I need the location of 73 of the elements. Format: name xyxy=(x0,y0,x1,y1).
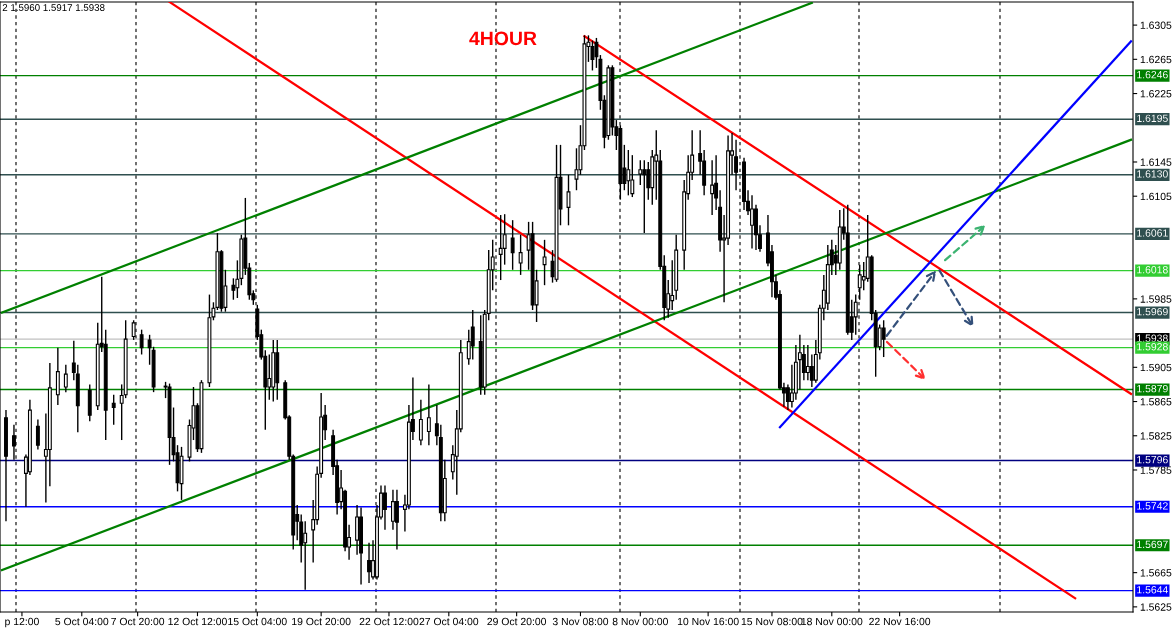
candlestick xyxy=(470,309,475,361)
candlestick xyxy=(750,194,754,250)
x-tick-label: 29 Oct 20:00 xyxy=(487,617,547,626)
candlestick xyxy=(55,346,60,406)
x-tick-label: 5 Oct 04:00 xyxy=(55,617,109,626)
candlestick xyxy=(518,234,523,276)
y-tick-label: 1.6145 xyxy=(1140,158,1172,166)
ref-line-label: 1.5742 xyxy=(1137,502,1168,510)
candlestick xyxy=(642,159,647,234)
text: 4HOUR xyxy=(469,31,537,46)
x-tick-label: 7 Oct 20:00 xyxy=(111,617,165,626)
ref-line-label: 1.5796 xyxy=(1137,455,1168,464)
candlestick xyxy=(638,159,643,186)
x-tick-label: 10 Nov 16:00 xyxy=(677,617,739,626)
candlestick xyxy=(391,488,395,531)
ref-line-label: 1.5879 xyxy=(1137,384,1168,393)
x-tick-label: 22 Nov 16:00 xyxy=(869,617,931,626)
y-tick-label: 1.5985 xyxy=(1140,295,1172,303)
candlestick xyxy=(63,364,68,393)
candlestick xyxy=(383,484,387,531)
candlestick xyxy=(590,39,595,72)
candlestick xyxy=(35,418,40,451)
candlestick xyxy=(510,219,515,271)
candlestick xyxy=(139,328,144,356)
ref-line-label: 1.6061 xyxy=(1137,229,1168,237)
candlestick xyxy=(710,159,715,216)
x-tick-label: 27 Oct 04:00 xyxy=(419,617,479,626)
candlestick xyxy=(111,393,116,426)
candlestick xyxy=(303,520,308,591)
ref-line-label: 1.6195 xyxy=(1137,114,1168,123)
ref-line-label: 1.5697 xyxy=(1137,540,1168,549)
candlestick xyxy=(367,542,371,584)
y-tick-label: 1.6105 xyxy=(1140,192,1172,201)
candlestick xyxy=(542,239,547,286)
ref-line-label: 1.6130 xyxy=(1137,170,1168,178)
x-tick-label: 12 Oct 12:00 xyxy=(168,617,227,626)
y-tick-label: 1.5625 xyxy=(1140,603,1172,611)
x-tick-label: 8 Nov 00:00 xyxy=(612,617,668,626)
candlestick xyxy=(502,213,507,266)
y-tick-label: 1.5785 xyxy=(1140,466,1172,474)
ref-line-label: 1.6018 xyxy=(1137,266,1168,274)
x-tick-label: 18 Nov 00:00 xyxy=(801,617,863,626)
candlestick xyxy=(418,399,423,446)
candlestick xyxy=(805,344,810,381)
x-tick-label: 3 Nov 08:00 xyxy=(552,617,609,626)
x-tick-label: 15 Nov 08:00 xyxy=(741,617,803,626)
candlestick xyxy=(626,149,631,197)
y-tick-label: 1.6305 xyxy=(1140,21,1172,29)
candlestick xyxy=(566,174,571,226)
ref-line-label: 1.5938 xyxy=(1137,334,1168,342)
x-tick-label: 15 Oct 04:00 xyxy=(228,617,287,626)
x-tick-label: 19 Oct 20:00 xyxy=(292,617,351,626)
candlestick xyxy=(630,154,635,198)
y-tick-label: 1.5865 xyxy=(1140,398,1172,406)
y-tick-label: 1.6225 xyxy=(1140,90,1172,98)
y-tick-label: 1.5825 xyxy=(1140,432,1172,440)
candlestick xyxy=(426,383,431,446)
x-tick-label: p 12:00 xyxy=(5,617,39,628)
candlestick xyxy=(881,319,886,358)
ref-line-label: 1.5969 xyxy=(1137,307,1168,316)
candlestick xyxy=(231,277,236,301)
ref-line-label: 1.6246 xyxy=(1137,71,1168,79)
candlestick xyxy=(394,488,399,551)
candlestick xyxy=(498,214,503,281)
y-tick-label: 1.5665 xyxy=(1140,569,1172,577)
x-tick-label: 22 Oct 12:00 xyxy=(359,617,419,626)
candlestick xyxy=(267,353,272,401)
ref-line-label: 1.5928 xyxy=(1137,343,1168,351)
annotation: 2 1.5960 1.5917 1.5938 xyxy=(2,4,105,11)
y-tick-label: 1.5905 xyxy=(1140,363,1172,372)
y-tick-label: 1.6265 xyxy=(1140,55,1172,64)
ref-line-label: 1.5644 xyxy=(1137,586,1168,594)
candlestick xyxy=(355,504,360,556)
